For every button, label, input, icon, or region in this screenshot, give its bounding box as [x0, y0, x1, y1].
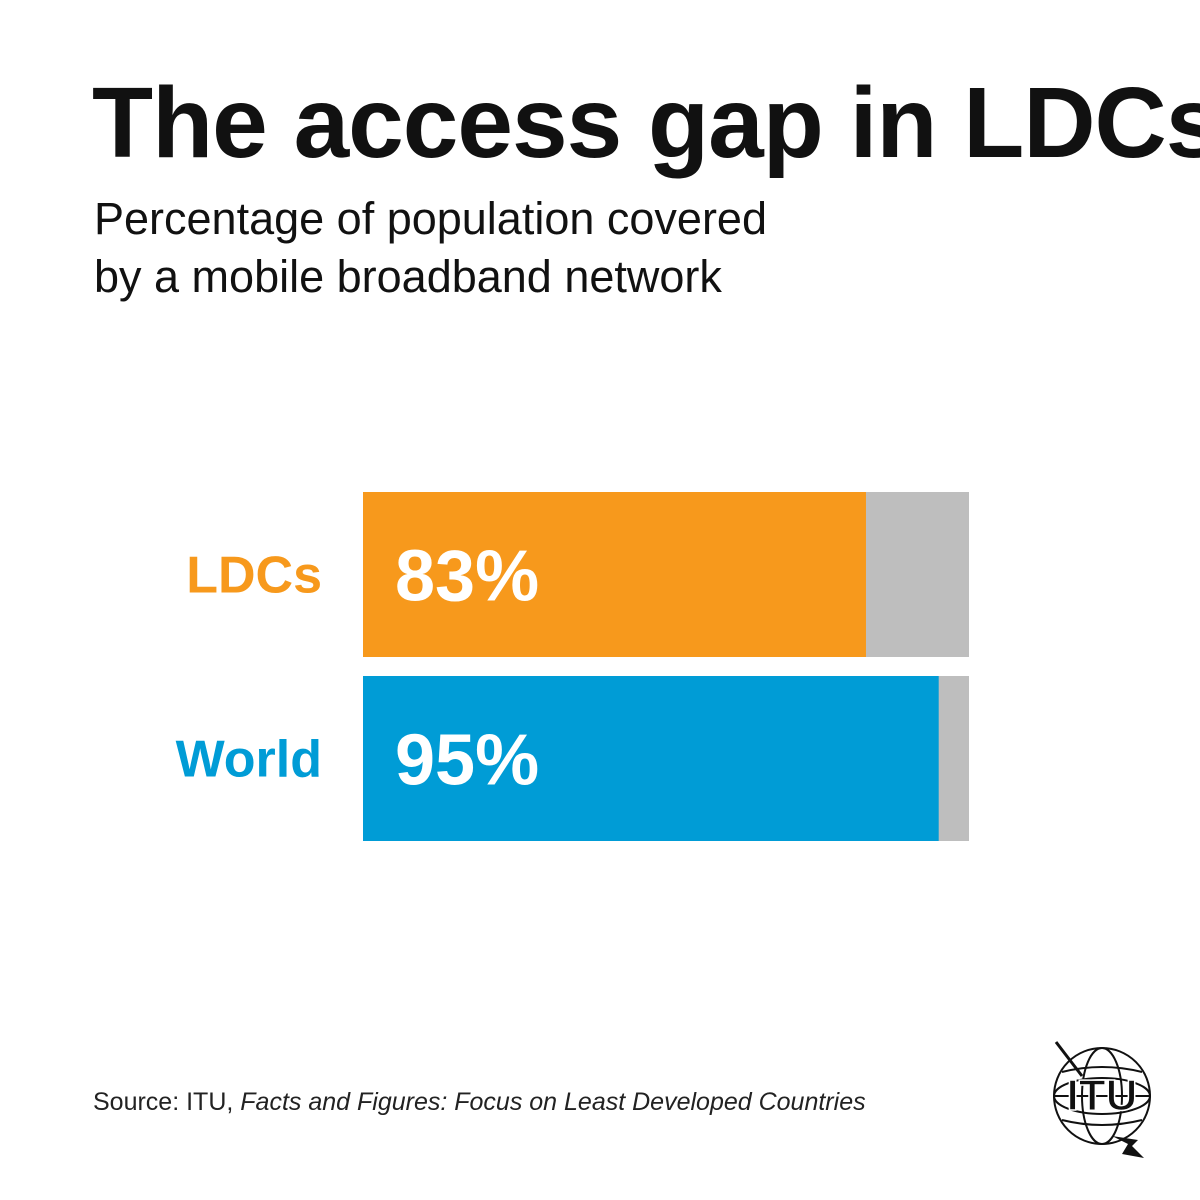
- bar-ldcs: [363, 492, 866, 657]
- chart-title: The access gap in LDCs: [92, 67, 1200, 179]
- logo-text: ITU: [1067, 1071, 1138, 1120]
- subtitle-line-1: Percentage of population covered: [94, 193, 767, 244]
- bar-chart: LDCs 83% World 95%: [176, 492, 969, 841]
- category-label-ldcs: LDCs: [186, 547, 322, 605]
- itu-globe-logo-icon: ITU: [1053, 1041, 1151, 1158]
- chart-subtitle: Percentage of population covered by a mo…: [94, 190, 994, 306]
- value-label-world: 95%: [395, 721, 539, 801]
- value-label-ldcs: 83%: [395, 537, 539, 617]
- source-note: Source: ITU, Facts and Figures: Focus on…: [93, 1088, 866, 1117]
- source-prefix: Source: ITU,: [93, 1088, 241, 1116]
- bar-world: [363, 676, 939, 841]
- subtitle-line-2: by a mobile broadband network: [94, 251, 722, 302]
- category-label-world: World: [176, 731, 322, 789]
- source-publication: Facts and Figures: Focus on Least Develo…: [240, 1088, 866, 1116]
